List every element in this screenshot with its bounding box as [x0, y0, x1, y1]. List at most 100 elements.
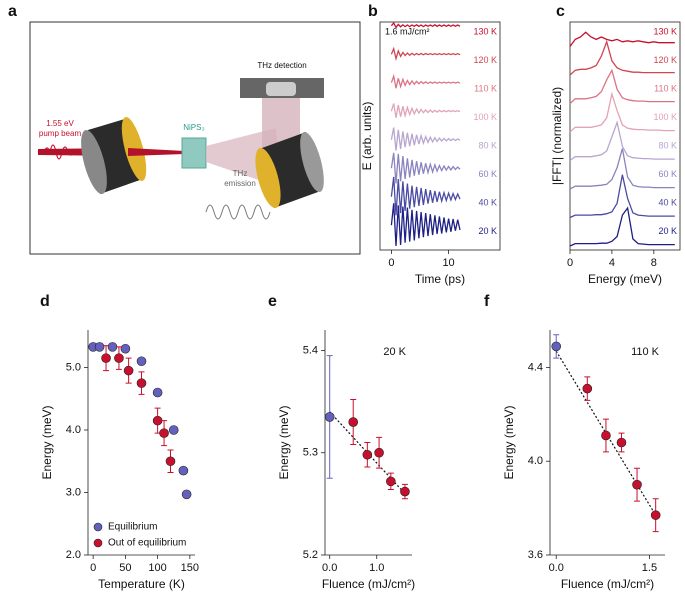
y-axis-label: Energy (meV): [40, 405, 54, 479]
legend-marker: [93, 538, 103, 548]
y-tick-label: 5.2: [303, 549, 318, 561]
pump-label: pump beam: [39, 129, 82, 138]
y-tick-label: 4.0: [528, 455, 543, 467]
y-tick-label: 3.0: [66, 486, 81, 498]
series-label: 40 K: [658, 198, 677, 208]
data-point: [348, 417, 359, 427]
data-point: [159, 428, 169, 438]
emission-label: emission: [224, 179, 256, 188]
trace: [569, 91, 675, 133]
data-point: [551, 341, 562, 352]
data-point: [650, 510, 661, 520]
data-point: [324, 412, 335, 422]
data-point: [114, 353, 124, 363]
data-point: [374, 447, 384, 458]
data-point: [178, 465, 189, 476]
trace: [569, 39, 675, 76]
x-tick-label: 0: [567, 257, 573, 269]
data-point: [152, 415, 163, 426]
panel-label: a: [8, 3, 17, 20]
annotation: 1.6 mJ/cm²: [385, 26, 430, 36]
x-tick-label: 0: [388, 257, 394, 269]
data-point: [107, 342, 118, 352]
trace: [569, 31, 675, 47]
data-point: [601, 430, 611, 441]
series-label: 110 K: [654, 84, 677, 94]
data-point: [181, 489, 192, 500]
trace: [390, 127, 461, 151]
sample-label: NiPS₃: [183, 123, 204, 132]
x-tick-label: 100: [148, 562, 166, 574]
data-point: [94, 342, 105, 352]
diagram-frame: [29, 21, 361, 255]
series-label: 60 K: [658, 169, 677, 179]
pump-beam: [128, 148, 185, 156]
mirror: [81, 117, 147, 194]
data-point: [152, 387, 163, 398]
series-label: 120 K: [653, 55, 677, 65]
data-point: [386, 476, 396, 487]
series-label: 80 K: [658, 141, 677, 151]
trace: [569, 206, 675, 247]
y-axis-label: Energy (meV): [277, 405, 291, 479]
data-point: [165, 456, 176, 467]
series-label: 40 K: [478, 198, 497, 208]
x-tick-label: 8: [651, 257, 657, 269]
y-tick-label: 5.0: [66, 361, 81, 373]
data-point: [400, 486, 410, 497]
x-tick-label: 0.0: [549, 562, 564, 574]
trace: [390, 46, 461, 62]
trace: [569, 120, 675, 162]
sample: [181, 137, 207, 169]
data-point: [168, 425, 179, 435]
panel-label: c: [556, 3, 565, 20]
trace: [390, 203, 461, 247]
trace: [390, 73, 461, 89]
trace: [569, 68, 675, 104]
data-point: [123, 365, 134, 376]
y-tick-label: 4.4: [528, 361, 543, 373]
series-label: 20 K: [478, 226, 497, 236]
y-tick-label: 2.0: [66, 549, 81, 561]
plot-frame: [569, 21, 681, 251]
data-point: [101, 353, 111, 363]
legend-label: Equilibrium: [108, 522, 157, 533]
panel-label: f: [484, 293, 490, 310]
data-point: [136, 378, 147, 388]
panel-label: e: [268, 293, 277, 310]
mirror: [255, 131, 324, 209]
data-point: [362, 449, 373, 460]
legend-label: Out of equilibrium: [108, 538, 186, 549]
x-tick-label: 10: [442, 257, 454, 269]
series-label: 80 K: [478, 141, 497, 151]
x-axis-label: Time (ps): [415, 272, 465, 286]
y-tick-label: 5.3: [303, 447, 318, 459]
series-label: 110 K: [474, 84, 497, 94]
x-axis-label: Fluence (mJ/cm²): [322, 577, 415, 591]
emission-wave: [205, 204, 271, 220]
series-label: 120 K: [473, 55, 497, 65]
trace: [390, 103, 461, 119]
x-tick-label: 1.5: [642, 562, 657, 574]
y-axis-label: |FFT| (normalized): [550, 87, 564, 185]
data-point: [616, 437, 627, 448]
trace: [569, 148, 675, 190]
series-label: 130 K: [473, 27, 497, 37]
x-axis-label: Temperature (K): [98, 577, 185, 591]
panel-label: d: [40, 293, 50, 310]
trace: [390, 152, 461, 184]
y-axis-label: Energy (meV): [502, 405, 516, 479]
x-axis-label: Fluence (mJ/cm²): [561, 577, 654, 591]
x-tick-label: 0.0: [322, 562, 337, 574]
x-tick-label: 4: [609, 257, 615, 269]
x-axis-label: Energy (meV): [588, 272, 662, 286]
detector-window: [266, 82, 296, 96]
emission-label: THz: [233, 169, 248, 178]
series-label: 60 K: [478, 169, 497, 179]
x-tick-label: 0: [90, 562, 96, 574]
pump-label: 1.55 eV: [46, 119, 74, 128]
data-point: [136, 356, 147, 367]
x-tick-label: 1.0: [369, 562, 384, 574]
plot-frame: [379, 21, 501, 251]
